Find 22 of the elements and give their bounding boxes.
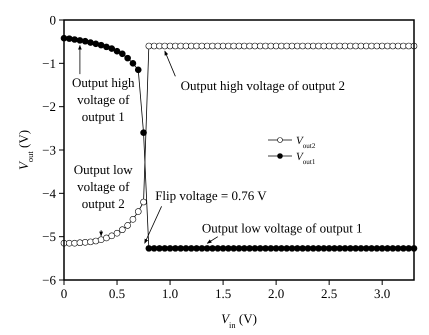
legend-label: V$_{out1}$ [296, 151, 316, 166]
x-tick-label: 3.0 [374, 286, 390, 301]
x-tick-label: 2.0 [268, 286, 284, 301]
annotation: Output high voltage of output 2 [180, 78, 345, 94]
x-axis-title: V$_{in}$ (V) [221, 311, 257, 330]
y-tick-label: −4 [42, 186, 56, 201]
annotation: Output high voltage of output 1 [72, 75, 135, 124]
y-tick-label: −3 [42, 142, 56, 158]
annotation: Flip voltage = 0.76 V [155, 188, 268, 203]
y-tick-label: −2 [42, 99, 56, 114]
x-tick-label: 1.5 [214, 286, 232, 301]
annotation: Output low voltage of output 1 [202, 220, 363, 236]
annotation: Output low voltage of output 2 [74, 162, 134, 211]
y-tick-label: −1 [42, 56, 56, 71]
x-tick-label: 0.5 [108, 286, 126, 301]
y-tick-label: −6 [42, 272, 56, 288]
y-tick-label: 0 [50, 12, 56, 28]
legend-label: V$_{out2}$ [296, 135, 316, 150]
y-tick-label: −5 [42, 229, 56, 244]
x-tick-label: 2.5 [321, 286, 338, 301]
x-tick-label: 0 [60, 286, 68, 301]
x-tick-label: 1.0 [162, 286, 178, 301]
